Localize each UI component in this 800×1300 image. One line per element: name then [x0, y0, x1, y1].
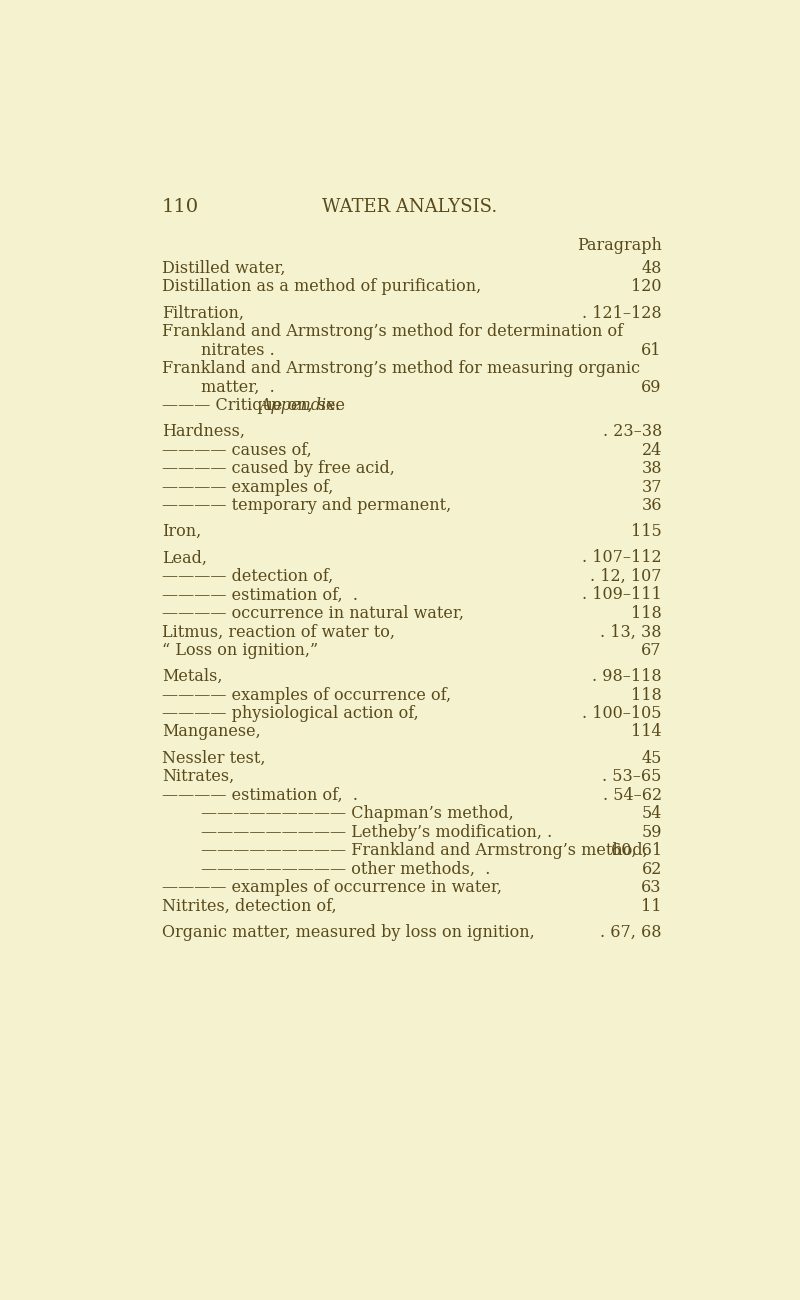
Text: ———— temporary and permanent,: ———— temporary and permanent,	[162, 497, 451, 514]
Text: . 100–105: . 100–105	[582, 705, 662, 722]
Text: 110: 110	[162, 199, 199, 216]
Text: 54: 54	[642, 805, 662, 822]
Text: Organic matter, measured by loss on ignition,: Organic matter, measured by loss on igni…	[162, 924, 534, 941]
Text: 24: 24	[642, 442, 662, 459]
Text: 48: 48	[642, 260, 662, 277]
Text: nitrates .: nitrates .	[201, 342, 274, 359]
Text: 69: 69	[642, 378, 662, 395]
Text: Nessler test,: Nessler test,	[162, 750, 266, 767]
Text: Nitrates,: Nitrates,	[162, 768, 234, 785]
Text: Lead,: Lead,	[162, 550, 207, 567]
Text: 63: 63	[642, 879, 662, 896]
Text: ———— detection of,: ———— detection of,	[162, 568, 334, 585]
Text: ———— estimation of,  .: ———— estimation of, .	[162, 786, 358, 803]
Text: Distilled water,: Distilled water,	[162, 260, 286, 277]
Text: . 107–112: . 107–112	[582, 550, 662, 567]
Text: ————————— Frankland and Armstrong’s method,: ————————— Frankland and Armstrong’s meth…	[201, 842, 647, 859]
Text: ———— occurrence in natural water,: ———— occurrence in natural water,	[162, 604, 464, 621]
Text: Iron,: Iron,	[162, 524, 202, 541]
Text: Litmus, reaction of water to,: Litmus, reaction of water to,	[162, 624, 395, 641]
Text: Hardness,: Hardness,	[162, 424, 245, 441]
Text: . 67, 68: . 67, 68	[600, 924, 662, 941]
Text: ———— examples of occurrence of,: ———— examples of occurrence of,	[162, 686, 451, 703]
Text: ———— examples of,: ———— examples of,	[162, 478, 334, 495]
Text: Metals,: Metals,	[162, 668, 222, 685]
Text: 114: 114	[631, 724, 662, 741]
Text: . 54–62: . 54–62	[602, 786, 662, 803]
Text: 45: 45	[642, 750, 662, 767]
Text: 37: 37	[642, 478, 662, 495]
Text: . 12, 107: . 12, 107	[590, 568, 662, 585]
Text: 62: 62	[642, 861, 662, 878]
Text: Filtration,: Filtration,	[162, 304, 244, 321]
Text: . 13, 38: . 13, 38	[600, 624, 662, 641]
Text: 67: 67	[642, 642, 662, 659]
Text: ———— causes of,: ———— causes of,	[162, 442, 312, 459]
Text: 118: 118	[631, 604, 662, 621]
Text: WATER ANALYSIS.: WATER ANALYSIS.	[322, 199, 498, 216]
Text: ———— estimation of,  .: ———— estimation of, .	[162, 586, 358, 603]
Text: . 53–65: . 53–65	[602, 768, 662, 785]
Text: ———— examples of occurrence in water,: ———— examples of occurrence in water,	[162, 879, 502, 896]
Text: “ Loss on ignition,”: “ Loss on ignition,”	[162, 642, 318, 659]
Text: Frankland and Armstrong’s method for determination of: Frankland and Armstrong’s method for det…	[162, 324, 623, 341]
Text: 59: 59	[642, 824, 662, 841]
Text: 11: 11	[642, 897, 662, 914]
Text: ——— Critique on, see: ——— Critique on, see	[162, 396, 350, 413]
Text: . 109–111: . 109–111	[582, 586, 662, 603]
Text: Manganese,: Manganese,	[162, 724, 261, 741]
Text: Paragraph: Paragraph	[577, 237, 662, 254]
Text: 115: 115	[631, 524, 662, 541]
Text: ————————— Letheby’s modification, .: ————————— Letheby’s modification, .	[201, 824, 552, 841]
Text: ———— physiological action of,: ———— physiological action of,	[162, 705, 418, 722]
Text: matter,  .: matter, .	[201, 378, 274, 395]
Text: 61: 61	[642, 342, 662, 359]
Text: 60, 61: 60, 61	[610, 842, 662, 859]
Text: Distillation as a method of purification,: Distillation as a method of purification…	[162, 278, 482, 295]
Text: . 23–38: . 23–38	[602, 424, 662, 441]
Text: 120: 120	[631, 278, 662, 295]
Text: 118: 118	[631, 686, 662, 703]
Text: Frankland and Armstrong’s method for measuring organic: Frankland and Armstrong’s method for mea…	[162, 360, 640, 377]
Text: ————————— other methods,  .: ————————— other methods, .	[201, 861, 490, 878]
Text: 38: 38	[642, 460, 662, 477]
Text: Appendix.: Appendix.	[259, 396, 341, 413]
Text: 36: 36	[642, 497, 662, 514]
Text: ———— caused by free acid,: ———— caused by free acid,	[162, 460, 395, 477]
Text: . 121–128: . 121–128	[582, 304, 662, 321]
Text: . 98–118: . 98–118	[592, 668, 662, 685]
Text: ————————— Chapman’s method,: ————————— Chapman’s method,	[201, 805, 514, 822]
Text: Nitrites, detection of,: Nitrites, detection of,	[162, 897, 337, 914]
